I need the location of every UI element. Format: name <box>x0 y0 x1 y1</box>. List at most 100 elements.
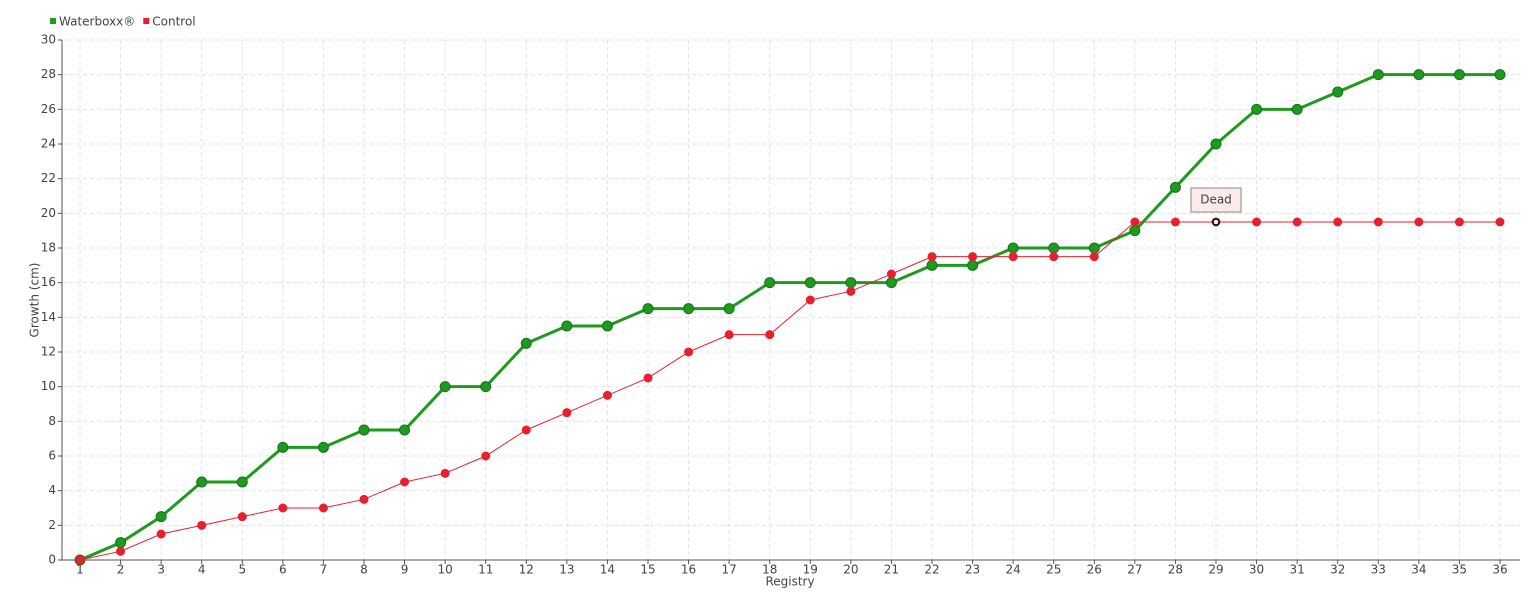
y-tick-label: 10 <box>41 379 56 393</box>
x-tick-label: 10 <box>438 563 453 577</box>
x-tick-label: 9 <box>401 563 409 577</box>
data-point <box>196 476 208 488</box>
y-tick-label: 14 <box>41 310 56 324</box>
y-tick-label: 26 <box>41 102 56 116</box>
data-point <box>481 451 491 461</box>
x-tick-label: 23 <box>965 563 980 577</box>
data-point <box>317 441 329 453</box>
data-point <box>967 259 979 271</box>
data-point <box>723 303 735 315</box>
x-tick-label: 1 <box>76 563 84 577</box>
x-tick-label: 8 <box>360 563 368 577</box>
data-point <box>155 511 167 523</box>
data-point <box>1170 217 1180 227</box>
data-point <box>359 494 369 504</box>
data-point <box>561 320 573 332</box>
legend-swatch <box>50 18 56 24</box>
x-tick-label: 11 <box>478 563 493 577</box>
y-tick-label: 0 <box>48 553 56 567</box>
data-point <box>116 546 126 556</box>
data-point <box>115 537 127 549</box>
data-point <box>1210 138 1222 150</box>
x-tick-label: 34 <box>1411 563 1426 577</box>
data-point <box>846 286 856 296</box>
data-point <box>1453 69 1465 81</box>
legend-swatch <box>143 18 150 24</box>
data-point <box>562 408 572 418</box>
x-tick-label: 22 <box>924 563 939 577</box>
y-tick-label: 22 <box>41 171 56 185</box>
data-point <box>1008 252 1018 262</box>
x-tick-label: 36 <box>1492 563 1507 577</box>
x-tick-label: 12 <box>519 563 534 577</box>
x-tick-label: 21 <box>884 563 899 577</box>
data-point <box>399 424 411 436</box>
annotation-box <box>1190 187 1242 213</box>
data-point <box>1291 103 1303 115</box>
x-tick-label: 33 <box>1371 563 1386 577</box>
x-tick-label: 19 <box>803 563 818 577</box>
x-tick-label: 30 <box>1249 563 1264 577</box>
x-tick-label: 15 <box>640 563 655 577</box>
x-tick-label: 17 <box>722 563 737 577</box>
data-point <box>805 295 815 305</box>
data-point <box>1292 217 1302 227</box>
data-point <box>75 555 85 565</box>
x-tick-label: 32 <box>1330 563 1345 577</box>
data-point <box>1454 217 1464 227</box>
legend-label: Waterboxx® <box>59 15 135 29</box>
data-point <box>439 381 451 393</box>
y-tick-label: 24 <box>41 137 56 151</box>
x-tick-label: 28 <box>1168 563 1183 577</box>
data-point <box>643 373 653 383</box>
x-tick-label: 3 <box>157 563 165 577</box>
data-point <box>277 441 289 453</box>
x-tick-label: 26 <box>1087 563 1102 577</box>
x-tick-label: 24 <box>1006 563 1021 577</box>
x-tick-label: 31 <box>1290 563 1305 577</box>
data-point <box>521 425 531 435</box>
x-axis-label: Registry <box>765 575 814 589</box>
data-point <box>601 320 613 332</box>
y-tick-label: 2 <box>48 518 56 532</box>
data-point <box>886 269 896 279</box>
data-point <box>927 252 937 262</box>
y-tick-label: 6 <box>48 449 56 463</box>
y-tick-label: 4 <box>48 483 56 497</box>
x-tick-label: 5 <box>238 563 246 577</box>
y-tick-label: 30 <box>41 33 56 47</box>
data-point <box>1049 252 1059 262</box>
data-point <box>602 390 612 400</box>
y-tick-label: 8 <box>48 414 56 428</box>
data-point <box>358 424 370 436</box>
data-point <box>1373 217 1383 227</box>
data-point <box>968 252 978 262</box>
data-point <box>278 503 288 513</box>
data-point <box>236 476 248 488</box>
y-tick-label: 28 <box>41 67 56 81</box>
data-point <box>1333 217 1343 227</box>
y-tick-label: 16 <box>41 275 56 289</box>
data-point <box>1413 69 1425 81</box>
y-axis-label: Growth (cm) <box>28 263 42 338</box>
data-point <box>1169 181 1181 193</box>
data-point <box>440 468 450 478</box>
data-point <box>885 277 897 289</box>
legend-label: Control <box>152 15 195 29</box>
x-tick-label: 2 <box>117 563 125 577</box>
data-point <box>480 381 492 393</box>
data-point <box>1048 242 1060 254</box>
data-point <box>197 520 207 530</box>
data-point <box>1129 225 1141 237</box>
x-tick-label: 14 <box>600 563 615 577</box>
data-point <box>520 337 532 349</box>
data-point <box>845 277 857 289</box>
data-point <box>1007 242 1019 254</box>
x-tick-label: 16 <box>681 563 696 577</box>
data-point <box>724 330 734 340</box>
data-point <box>926 259 938 271</box>
series-line <box>79 73 1500 562</box>
data-point <box>1495 217 1505 227</box>
x-tick-label: 6 <box>279 563 287 577</box>
x-tick-label: 7 <box>320 563 328 577</box>
